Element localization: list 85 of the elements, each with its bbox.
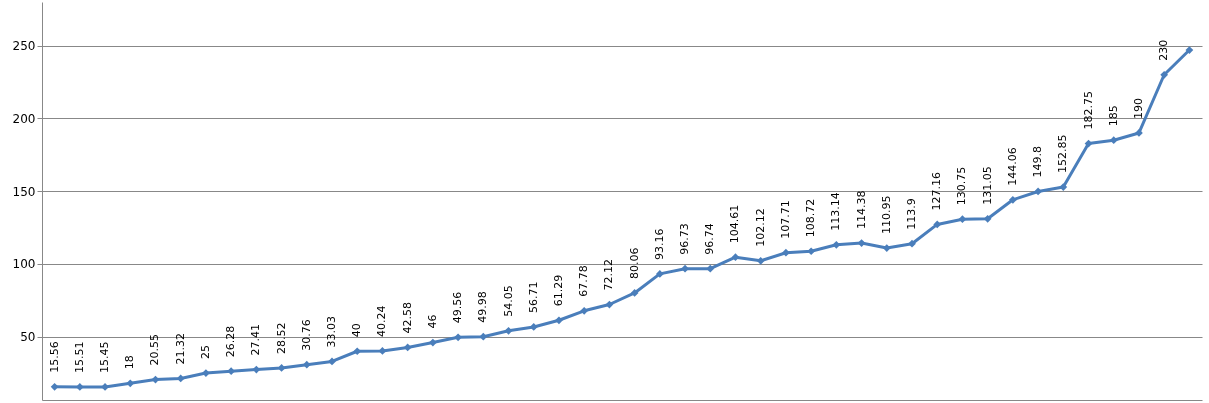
data-label: 49.98 — [476, 291, 490, 323]
data-label: 114.38 — [854, 190, 868, 230]
point — [1160, 70, 1169, 79]
point — [176, 374, 185, 383]
point — [227, 367, 235, 376]
data-label: 42.58 — [400, 302, 414, 334]
data-label: 72.12 — [602, 259, 616, 291]
data-label: 127.16 — [930, 171, 944, 211]
point — [202, 369, 210, 377]
data-label: 110.95 — [879, 195, 893, 234]
point — [681, 264, 689, 273]
data-label: 182.75 — [1081, 91, 1095, 130]
data-label: 18 — [123, 355, 137, 370]
data-label: 96.74 — [703, 223, 717, 255]
data-label: 15.51 — [72, 341, 86, 373]
data-label: 40 — [350, 323, 364, 338]
point — [630, 289, 639, 297]
point — [1034, 187, 1042, 196]
data-label: 40.24 — [375, 305, 389, 337]
point — [706, 264, 715, 273]
data-label: 30.76 — [299, 319, 313, 351]
point — [731, 253, 740, 262]
data-label: 149.8 — [1031, 145, 1045, 178]
data-label: 20.55 — [148, 334, 162, 366]
data-label: 230 — [1157, 39, 1171, 61]
point — [983, 214, 992, 223]
data-label: 108.72 — [804, 198, 818, 238]
point — [50, 382, 59, 391]
data-label: 113.14 — [829, 192, 843, 231]
data-label: 26.28 — [224, 325, 238, 358]
point — [302, 360, 311, 369]
y-tick-label: 200 — [12, 111, 36, 126]
point — [655, 270, 664, 278]
data-label: 104.61 — [728, 204, 742, 244]
data-label: 152.85 — [1056, 134, 1070, 174]
point — [555, 316, 563, 325]
data-label: 185 — [1106, 105, 1120, 127]
data-label: 46 — [425, 314, 439, 329]
data-label: 28.52 — [274, 322, 288, 354]
data-label: 144.06 — [1005, 147, 1019, 186]
data-label: 102.12 — [753, 208, 767, 247]
point — [782, 248, 790, 257]
point — [908, 239, 916, 248]
point — [328, 357, 336, 366]
point — [454, 333, 462, 342]
data-label: 190 — [1131, 97, 1145, 119]
data-label: 113.9 — [905, 198, 918, 230]
data-label: 33.03 — [325, 315, 338, 348]
point — [882, 244, 891, 252]
point — [277, 364, 286, 372]
point — [933, 220, 942, 229]
point — [807, 247, 815, 256]
data-label: 93.16 — [652, 228, 666, 260]
point — [429, 338, 437, 347]
data-label: 49.56 — [451, 291, 465, 324]
point — [126, 379, 135, 388]
data-label: 67.78 — [577, 265, 591, 297]
data-label: 80.06 — [627, 247, 641, 279]
point — [504, 326, 513, 335]
point — [252, 365, 261, 374]
point — [958, 215, 967, 224]
y-tick-label: 250 — [12, 39, 36, 54]
data-label: 131.05 — [980, 166, 994, 205]
data-label: 21.32 — [173, 332, 187, 365]
y-tick-label: 100 — [12, 257, 36, 272]
data-label: 27.41 — [249, 324, 263, 356]
point — [1059, 183, 1068, 191]
data-label: 107.71 — [778, 200, 792, 239]
data-label: 56.71 — [526, 281, 540, 313]
point — [1185, 46, 1194, 54]
data-label: 54.05 — [501, 285, 515, 317]
point — [756, 256, 765, 265]
data-label: 130.75 — [955, 166, 969, 206]
data-label: 96.73 — [678, 223, 692, 255]
point — [1109, 136, 1118, 145]
point — [580, 306, 589, 315]
data-label: 15.45 — [98, 341, 112, 373]
y-tick-label: 50 — [20, 330, 36, 345]
point — [403, 343, 412, 352]
data-label: 15.56 — [47, 341, 61, 373]
point — [479, 332, 488, 341]
data-label: 25 — [198, 345, 212, 360]
data-label: 61.29 — [551, 274, 565, 307]
y-tick-label: 150 — [12, 184, 36, 199]
point — [1009, 195, 1017, 204]
